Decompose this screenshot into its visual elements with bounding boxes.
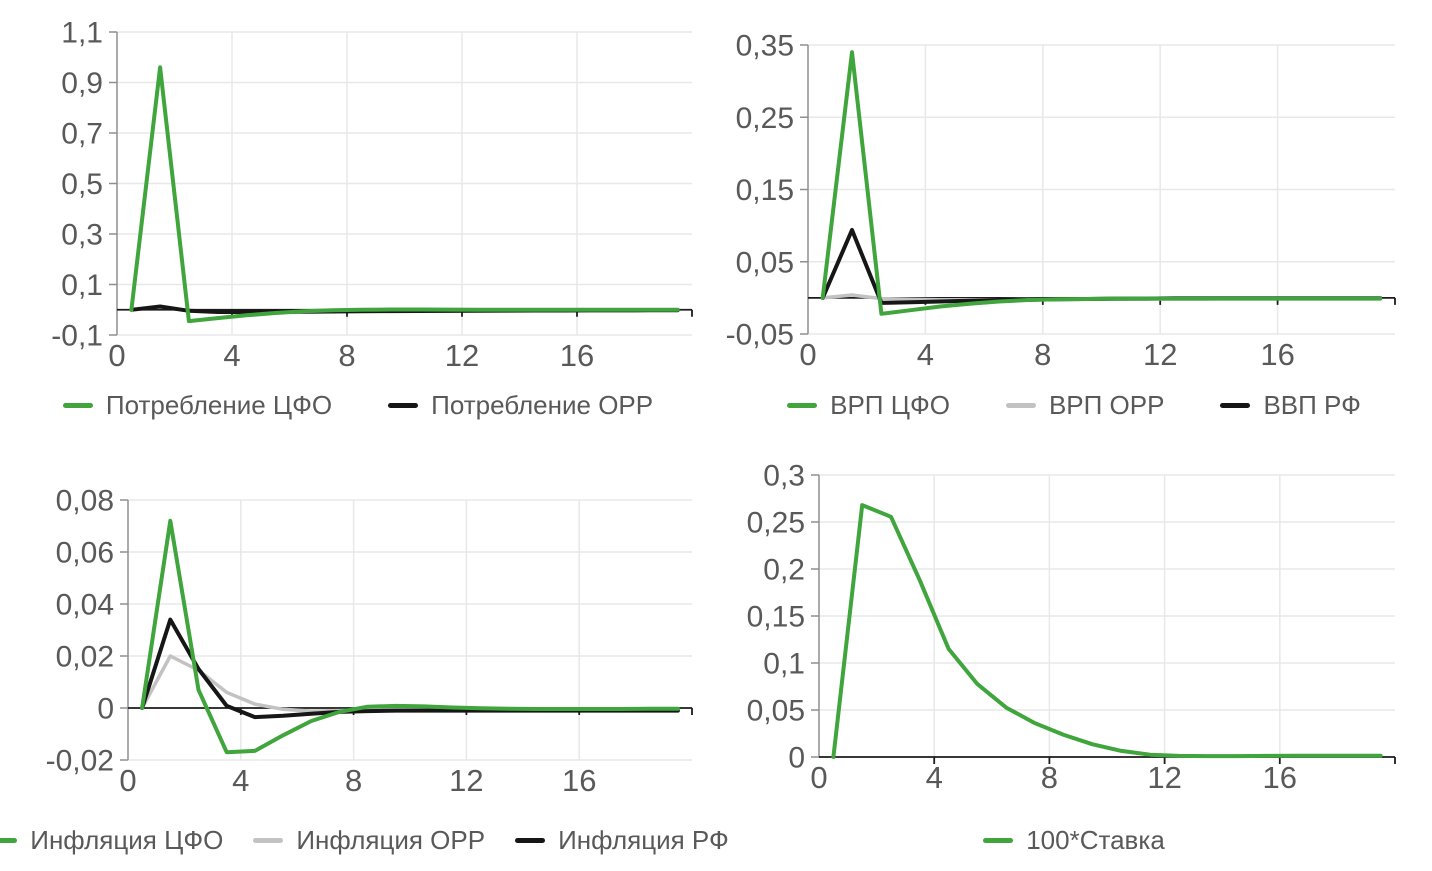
legend-label: ВВП РФ	[1263, 389, 1361, 420]
x-tick-label: 12	[449, 763, 483, 798]
y-tick-label: 0,05	[736, 246, 794, 279]
legend-dash-icon	[253, 837, 284, 843]
legend-rate: 100*Ставка	[716, 810, 1432, 870]
legend-inflation: Инфляция ЦФО Инфляция ОРР Инфляция РФ	[0, 810, 729, 870]
x-tick-label: 8	[1041, 760, 1058, 795]
y-tick-label: 0,04	[56, 589, 114, 622]
y-tick-label: 0,9	[61, 67, 103, 100]
legend-item: Инфляция ОРР	[253, 825, 485, 856]
legend-grp: ВРП ЦФО ВРП ОРР ВВП РФ	[716, 375, 1432, 435]
chart-grp: -0,05 0,05 0,15 0,25 0,35 0 4 8 12 16	[726, 30, 1396, 372]
y-tick-label: -0,02	[46, 745, 114, 778]
x-tick-label: 12	[445, 338, 479, 373]
y-tick-label: 0,3	[61, 219, 103, 252]
y-tick-label: 0,3	[763, 460, 805, 493]
chart-cell-grp: -0,05 0,05 0,15 0,25 0,35 0 4 8 12 16 ВРП ЦФО ВРП …	[716, 0, 1432, 435]
y-tick-label: -0,05	[726, 319, 794, 352]
chart-cell-rate: 0 0,05 0,1 0,15 0,2 0,25 0,3 0 4 8 12 16 100*Ставка	[716, 435, 1432, 871]
y-tick-label: 0,15	[736, 174, 794, 207]
legend-dash-icon	[1220, 402, 1251, 408]
y-tick-label: 1,1	[61, 17, 103, 50]
legend-dash-icon	[515, 837, 546, 843]
x-tick-label: 12	[1147, 760, 1181, 795]
x-tick-label: 0	[810, 760, 827, 795]
series-line-1-0	[820, 50, 1383, 316]
series-line-1-2	[820, 228, 1383, 305]
y-tick-label: 0,06	[56, 537, 114, 570]
legend-label: Потребление ОРР	[431, 389, 654, 420]
legend-label: ВРП ЦФО	[830, 389, 950, 420]
y-tick-label: 0,25	[747, 507, 805, 540]
y-tick-label: 0,2	[763, 554, 805, 587]
x-tick-label: 8	[1034, 337, 1051, 372]
legend-label: Инфляция ЦФО	[30, 824, 224, 855]
x-tick-label: 4	[917, 337, 934, 372]
legend-dash-icon	[983, 837, 1014, 843]
legend-consumption: Потребление ЦФО Потребление ОРР	[0, 375, 716, 435]
chart-consumption: -0,1 0,1 0,3 0,5 0,7 0,9 1,1 0 4 8 12 16	[51, 17, 693, 373]
chart-rate: 00,050,10,150,20,250,30 4 8 12 16	[747, 460, 1396, 795]
y-tick-label: 0,25	[736, 102, 794, 135]
series-line-3-0	[831, 503, 1383, 759]
y-tick-label: 0,08	[56, 485, 114, 518]
legend-item: Потребление ОРР	[388, 390, 653, 421]
y-tick-label: -0,1	[51, 320, 103, 353]
y-tick-label: 0	[97, 693, 114, 726]
y-tick-label: 0,5	[61, 168, 103, 201]
legend-item: Инфляция РФ	[515, 825, 729, 856]
x-tick-label: 4	[926, 760, 943, 795]
x-tick-label: 16	[1260, 337, 1294, 372]
series-line-2-2	[140, 617, 680, 720]
series-line-2-0	[140, 518, 680, 755]
legend-item: ВРП ЦФО	[787, 390, 950, 421]
legend-label: Потребление ЦФО	[105, 389, 333, 420]
x-tick-label: 0	[799, 337, 816, 372]
y-tick-label: 0,05	[747, 695, 805, 728]
y-tick-label: 0,7	[61, 118, 103, 151]
legend-item: 100*Ставка	[983, 825, 1165, 856]
legend-dash-icon	[62, 402, 93, 408]
x-tick-label: 12	[1143, 337, 1177, 372]
x-tick-label: 4	[232, 763, 249, 798]
legend-dash-icon	[787, 402, 818, 408]
y-tick-label: 0	[788, 742, 805, 775]
legend-label: Инфляция ОРР	[296, 824, 486, 855]
legend-dash-icon	[388, 402, 419, 408]
legend-item: Инфляция ЦФО	[0, 825, 223, 856]
x-tick-label: 4	[223, 338, 240, 373]
x-tick-label: 16	[562, 763, 596, 798]
x-tick-label: 8	[345, 763, 362, 798]
y-tick-label: 0,35	[736, 30, 794, 63]
series-line-0-0	[129, 65, 680, 324]
x-tick-label: 0	[119, 763, 136, 798]
legend-label: 100*Ставка	[1026, 824, 1165, 855]
y-tick-label: 0,1	[61, 269, 103, 302]
legend-item: ВВП РФ	[1220, 389, 1361, 421]
x-tick-label: 0	[108, 338, 125, 373]
legend-item: ВРП ОРР	[1005, 389, 1165, 421]
legend-item: Потребление ЦФО	[62, 389, 333, 421]
y-tick-label: 0,02	[56, 641, 114, 674]
legend-label: ВРП ОРР	[1048, 389, 1165, 420]
legend-label: Инфляция РФ	[558, 824, 729, 855]
y-tick-label: 0,1	[763, 648, 805, 681]
x-tick-label: 16	[1263, 760, 1297, 795]
x-tick-label: 16	[560, 338, 594, 373]
chart-cell-inflation: -0,02 0 0,02 0,04 0,06 0,08 0 4 8 12 16 Инфляция Ц…	[0, 435, 729, 871]
legend-dash-icon	[0, 837, 18, 843]
legend-dash-icon	[1005, 402, 1036, 408]
x-tick-label: 8	[338, 338, 355, 373]
chart-cell-consumption: -0,1 0,1 0,3 0,5 0,7 0,9 1,1 0 4 8 12 16 Потреблени…	[0, 0, 716, 435]
y-tick-label: 0,15	[747, 601, 805, 634]
